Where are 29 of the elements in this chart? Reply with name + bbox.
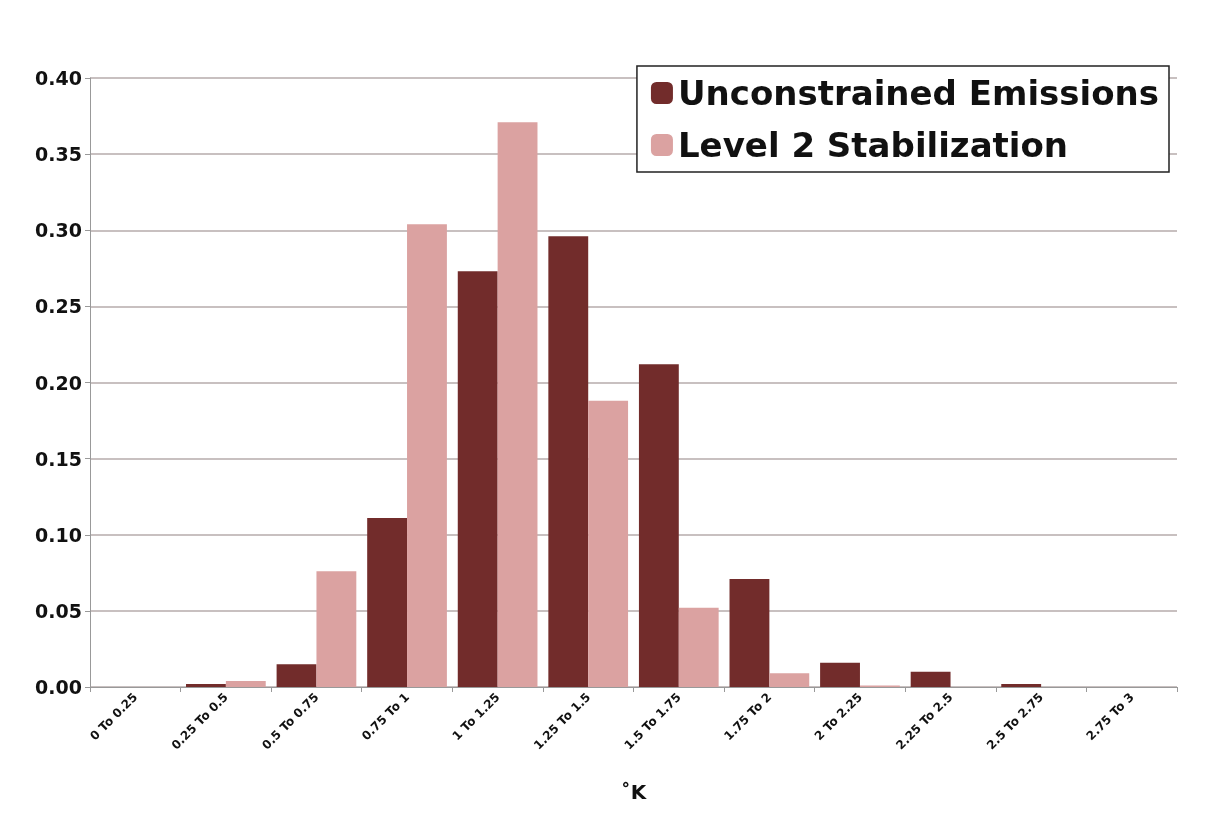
- y-tick-label: 0.05: [35, 599, 82, 622]
- bar: [820, 662, 860, 687]
- bar: [638, 364, 679, 687]
- legend-label: Unconstrained Emissions: [677, 73, 1160, 113]
- bar: [457, 271, 498, 687]
- y-tick-label: 0.25: [35, 295, 82, 318]
- bar: [407, 224, 447, 687]
- bar: [678, 607, 719, 687]
- legend-label: Level 2 Stabilization: [677, 125, 1069, 165]
- bar: [588, 400, 629, 687]
- bar: [367, 518, 408, 687]
- bar: [497, 122, 538, 687]
- bar: [729, 578, 770, 687]
- bar: [225, 680, 266, 687]
- y-tick-label: 0.30: [35, 219, 82, 242]
- y-tick-label: 0.20: [35, 371, 82, 394]
- y-tick-label: 0.35: [35, 143, 82, 166]
- bar: [316, 571, 357, 687]
- y-tick-label: 0.40: [35, 67, 82, 89]
- x-axis-title: ˚K: [620, 780, 648, 804]
- bar: [548, 236, 589, 687]
- y-tick-label: 0.15: [35, 447, 82, 470]
- bar: [769, 673, 810, 687]
- bar: [1001, 683, 1042, 687]
- bar: [276, 664, 317, 687]
- y-tick-label: 0.10: [35, 523, 82, 546]
- y-tick-label: 0.00: [35, 676, 82, 698]
- bar: [186, 683, 226, 687]
- bar: [910, 671, 951, 687]
